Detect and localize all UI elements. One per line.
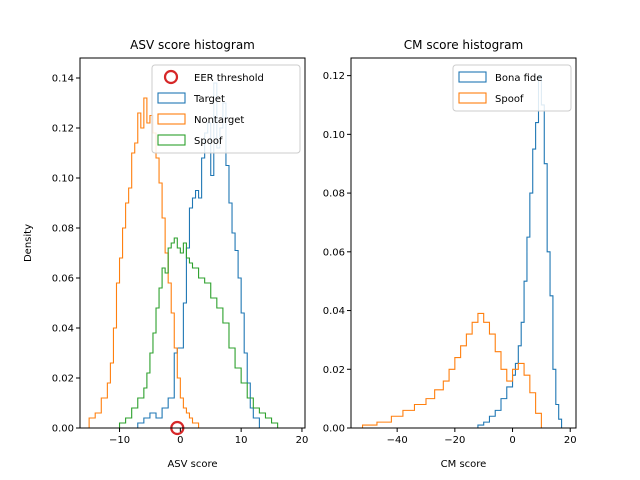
asv-x-tick-label: 0: [177, 435, 183, 446]
cm-legend-frame: [452, 64, 572, 112]
asv-x-tick-label: −10: [109, 435, 130, 446]
asv-chart-title: ASV score histogram: [130, 38, 255, 52]
asv-series-spoof: [118, 237, 284, 429]
cm-x-tick-label: −20: [444, 435, 465, 446]
asv-legend-label: Spoof: [194, 136, 223, 147]
asv-legend-frame: [151, 64, 301, 154]
asv-legend-swatch: [157, 113, 186, 125]
asv-histogram-panel: ASV score histogram ASV score Density −1…: [23, 38, 308, 470]
asv-y-tick-label: 0.12: [52, 124, 74, 135]
cm-legend-label: Bona fide: [495, 73, 542, 84]
cm-plot-frame: [350, 57, 577, 429]
cm-y-tick-label: 0.10: [323, 130, 345, 141]
asv-series-nontarget: [88, 97, 205, 429]
cm-legend: Bona fide Spoof: [452, 64, 572, 112]
cm-legend-label: Spoof: [495, 94, 524, 105]
asv-legend-label: Nontarget: [194, 115, 244, 126]
asv-legend-marker-swatch: [163, 69, 179, 85]
cm-y-tick-label: 0.12: [323, 71, 345, 82]
cm-y-tick-label: 0.04: [323, 306, 345, 317]
asv-y-tick-label: 0.06: [52, 274, 74, 285]
cm-x-axis-label: CM score: [441, 459, 487, 470]
cm-x-tick-label: 0: [509, 435, 515, 446]
asv-y-tick-label: 0.10: [52, 174, 74, 185]
asv-y-tick-label: 0.08: [52, 224, 74, 235]
asv-y-tick-label: 0.14: [52, 74, 74, 85]
cm-y-tick-label: 0.00: [323, 424, 345, 435]
cm-legend-swatch: [458, 71, 487, 83]
cm-histogram-panel: CM score histogram CM score −40 −20 0 20 0.0…: [323, 38, 577, 470]
asv-plot-frame: [79, 57, 306, 429]
asv-legend: EER threshold Target Nontarget Spoof: [151, 64, 301, 154]
asv-x-tick-label: 20: [296, 435, 309, 446]
asv-legend-label: Target: [193, 94, 225, 105]
asv-legend-swatch: [157, 92, 186, 104]
asv-x-tick-label: 10: [235, 435, 248, 446]
cm-y-tick-label: 0.02: [323, 365, 345, 376]
cm-series-spoof: [361, 312, 548, 429]
cm-x-tick-label: −40: [387, 435, 408, 446]
cm-x-tick-label: 20: [564, 435, 577, 446]
asv-y-tick-label: 0.00: [52, 424, 74, 435]
cm-chart-title: CM score histogram: [404, 38, 523, 52]
cm-y-tick-label: 0.06: [323, 247, 345, 258]
cm-legend-swatch: [458, 92, 487, 104]
asv-legend-swatch: [157, 134, 186, 146]
asv-x-axis-label: ASV score: [167, 459, 217, 470]
asv-y-axis-label: Density: [23, 224, 34, 262]
asv-legend-label: EER threshold: [194, 73, 264, 84]
cm-plot-marks: −40 −20 0 20 0.00 0.02 0.04 0.06 0.08 0.10 0.12: [323, 71, 577, 446]
cm-series-bona-fide: [477, 75, 565, 429]
cm-y-tick-label: 0.08: [323, 189, 345, 200]
asv-y-tick-label: 0.02: [52, 374, 74, 385]
asv-y-tick-label: 0.04: [52, 324, 74, 335]
